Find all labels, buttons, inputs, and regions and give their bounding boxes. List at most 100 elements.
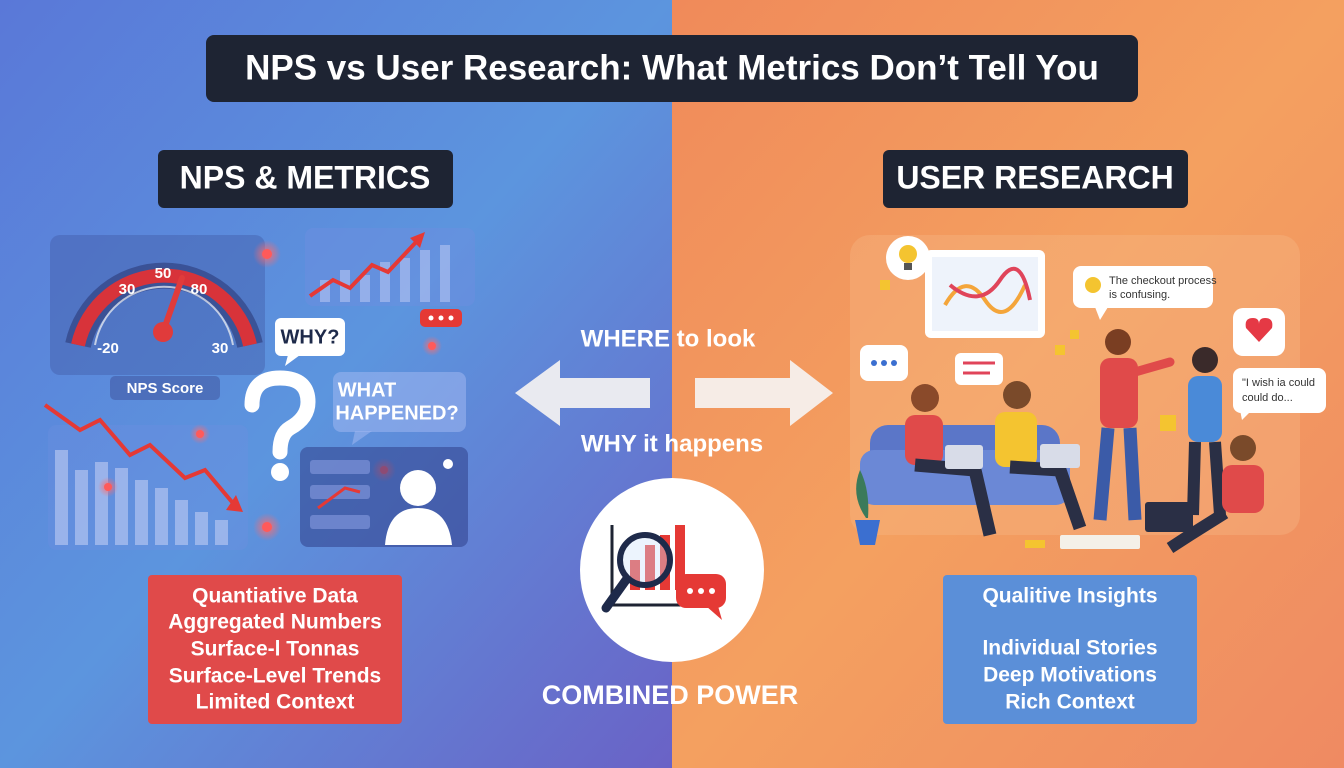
- left-list-box: Quantiative Data Aggregated Numbers Surf…: [148, 575, 402, 724]
- bar-chart-icon: [43, 403, 248, 550]
- list-item: Qualitive Insights: [982, 585, 1157, 608]
- right-heading: USER RESEARCH: [896, 159, 1173, 195]
- research-scene-part: [1160, 415, 1176, 431]
- bar-chart-icon-part-part: [215, 520, 228, 545]
- research-scene-part: [1130, 357, 1175, 377]
- bar-chart-icon-part-part: [195, 512, 208, 545]
- what-happened-bubble-part: [352, 431, 372, 445]
- gauge-part: [50, 235, 265, 375]
- gauge-part: [94, 285, 234, 346]
- gauge-label: 80: [191, 281, 208, 298]
- combined-icon-part: [630, 560, 640, 590]
- gauge-part: [110, 376, 220, 400]
- research-scene-part: [1040, 444, 1080, 468]
- research-scene-part: [1009, 460, 1087, 531]
- bar-chart-icon-part: [226, 495, 243, 512]
- why-bubble-part: [285, 355, 300, 366]
- quote-bubble: "I wish ia could could do...: [1233, 368, 1326, 420]
- what-happened-text: HAPPENED?: [335, 402, 458, 424]
- quote-text: is confusing.: [1109, 289, 1170, 301]
- quote-bubble-part: [1085, 277, 1101, 293]
- list-item: Rich Context: [1005, 691, 1135, 714]
- quote-text: could do...: [1242, 392, 1293, 404]
- trend-chart-icon-part-part: [400, 258, 410, 302]
- trend-chart-icon-part-part: [440, 245, 450, 302]
- bar-chart-icon-part-part: [155, 488, 168, 545]
- left-list-box-part: [148, 575, 402, 724]
- research-scene-part: [891, 360, 897, 366]
- list-item: Surface-Level Trends: [169, 665, 381, 688]
- list-item: Quantiative Data: [192, 585, 358, 608]
- research-scene-part: [1230, 435, 1256, 461]
- research-scene-part: [1145, 502, 1193, 532]
- left-heading-box: NPS & METRICS: [158, 150, 453, 208]
- trend-chart-icon-part: [410, 232, 425, 248]
- question-mark-icon-part: [244, 370, 316, 460]
- bar-chart-icon-part-part: [95, 462, 108, 545]
- research-scene-part: [1187, 441, 1226, 516]
- combined-icon-part: [617, 532, 673, 588]
- research-scene-part: [1192, 347, 1218, 373]
- research-scene-part: [1060, 535, 1140, 549]
- red-dots-part: [428, 315, 434, 321]
- research-scene-part: [948, 266, 1032, 301]
- research-scene-part: [855, 520, 880, 545]
- title-banner: NPS vs User Research: What Metrics Don’t…: [206, 35, 1138, 102]
- gauge-part: [153, 322, 173, 342]
- right-heading-box: USER RESEARCH: [883, 150, 1188, 208]
- quote-text: The checkout process: [1109, 275, 1217, 287]
- right-heading-box-part: [883, 150, 1188, 208]
- combined-icon-part: [580, 478, 764, 662]
- research-scene-part: [1188, 376, 1222, 442]
- research-scene-part: [955, 353, 1003, 385]
- quote-bubble-part: [1233, 368, 1326, 413]
- bar-chart-icon-part: [55, 450, 228, 545]
- research-scene-part: [1222, 465, 1264, 513]
- bar-chart-icon-part-part: [175, 500, 188, 545]
- research-scene-part: [945, 445, 983, 469]
- research-scene-part: [905, 415, 943, 465]
- research-scene-part: [1055, 345, 1065, 355]
- bar-chart-icon-part-part: [75, 470, 88, 545]
- left-heading-box-part: [158, 150, 453, 208]
- combined-icon-part: [675, 525, 685, 590]
- combined-icon-part: [601, 575, 631, 613]
- profile-panel: [300, 447, 468, 547]
- bar-chart-icon-part-part: [55, 450, 68, 545]
- gauge-label: 30: [212, 340, 229, 357]
- arrows-part: [695, 360, 833, 426]
- what-happened-bubble: WHAT HAPPENED?: [333, 372, 466, 445]
- research-scene-part: [1105, 329, 1131, 355]
- quote-text: "I wish ia could: [1242, 377, 1315, 389]
- red-dots-part: [104, 483, 112, 491]
- quote-bubble-part: [1073, 266, 1213, 308]
- question-mark-icon-part: [271, 463, 289, 481]
- red-dots-part: [428, 342, 436, 350]
- red-dots-part: [262, 522, 272, 532]
- red-dots-part: [262, 249, 272, 259]
- what-happened-bubble-part: [333, 372, 466, 432]
- research-scene-part: [881, 360, 887, 366]
- bar-chart-icon-part: [43, 403, 234, 504]
- research-scene-part: [995, 412, 1037, 467]
- quote-bubble: The checkout process is confusing.: [1073, 266, 1217, 320]
- trend-chart-icon: [305, 228, 475, 306]
- research-scene-part: [1093, 427, 1142, 521]
- arrows: [515, 360, 833, 426]
- profile-panel-part: [400, 470, 436, 506]
- research-scene-part: [1245, 318, 1273, 342]
- trend-chart-icon-part-part: [320, 280, 330, 302]
- bar-chart-icon-part-part: [115, 468, 128, 545]
- profile-panel-part: [317, 486, 361, 510]
- research-scene-part: [871, 360, 877, 366]
- research-scene-part: [1070, 330, 1079, 339]
- combined-icon: [580, 478, 764, 662]
- profile-panel-part: [310, 460, 370, 474]
- research-scene-part: [911, 384, 939, 412]
- list-item: Deep Motivations: [983, 664, 1157, 687]
- research-scene-part: [856, 470, 869, 518]
- right-list-box: Qualitive Insights Individual Stories De…: [943, 575, 1197, 724]
- what-happened-text: WHAT: [338, 379, 397, 401]
- gauge-caption: NPS Score: [127, 380, 204, 397]
